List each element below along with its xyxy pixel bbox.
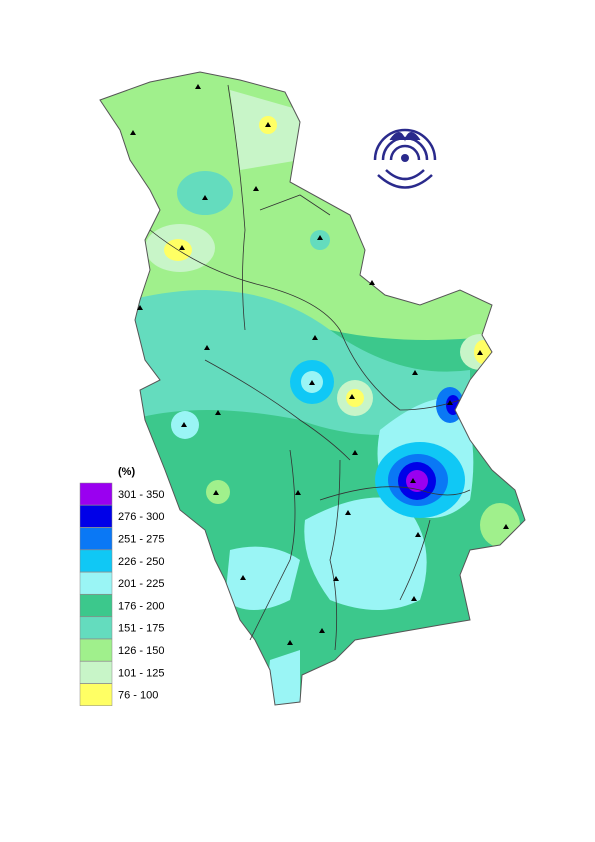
legend-swatch [79,527,113,550]
legend-label: 251 - 275 [118,534,164,546]
legend-swatch [79,661,113,684]
legend-label: 201 - 225 [118,578,164,590]
legend-label: 126 - 150 [118,645,164,657]
legend: (%) 301 - 350 276 - 300 251 - 275 226 - 250 2… [79,466,164,706]
legend-swatch [79,482,113,506]
legend-label: 101 - 125 [118,667,164,679]
legend-swatch [79,571,113,595]
legend-label: 226 - 250 [118,556,164,568]
legend-swatch [79,549,113,573]
legend-swatch [79,683,113,706]
legend-label: 76 - 100 [118,690,158,702]
legend-label: 151 - 175 [118,623,164,635]
legend-swatch [79,638,113,662]
legend-label: 176 - 200 [118,600,164,612]
logo [373,128,437,189]
stations [130,84,509,645]
legend-title: (%) [118,466,135,478]
map-fill [100,72,525,705]
legend-swatch [79,616,113,640]
legend-label: 276 - 300 [118,511,164,523]
legend-swatch [79,594,113,617]
rivers [149,84,471,651]
legend-swatch [79,505,113,528]
legend-label: 301 - 350 [118,489,164,501]
